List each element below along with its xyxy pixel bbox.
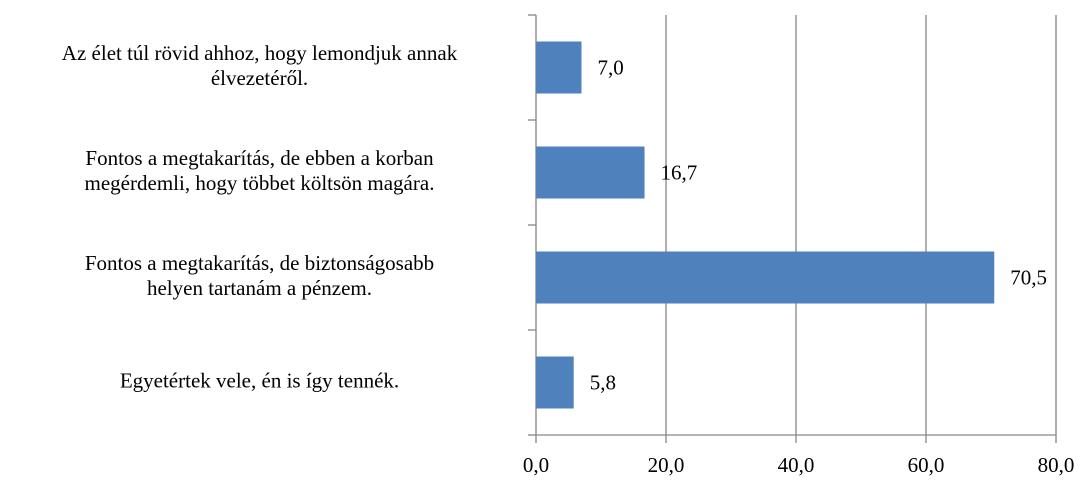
x-tick-label: 20,0 <box>648 453 685 477</box>
value-label: 70,5 <box>1010 265 1047 289</box>
x-tick-label: 40,0 <box>778 453 815 477</box>
value-label: 7,0 <box>598 55 624 79</box>
x-tick-label: 0,0 <box>523 453 549 477</box>
bar <box>536 251 995 304</box>
bar <box>536 41 582 94</box>
category-label: Az élet túl rövid ahhoz, hogy lemondjuk … <box>61 40 458 90</box>
category-label: Fontos a megtakarítás, de biztonságosabb… <box>84 250 435 300</box>
x-tick-label: 60,0 <box>908 453 945 477</box>
x-tick-label: 80,0 <box>1038 453 1075 477</box>
category-label: Egyetértek vele, én is így tennék. <box>119 368 400 392</box>
value-label: 16,7 <box>661 160 698 184</box>
bar <box>536 146 645 199</box>
value-label: 5,8 <box>590 370 616 394</box>
category-label: Fontos a megtakarítás, de ebben a korban… <box>84 145 435 195</box>
bar <box>536 356 574 409</box>
